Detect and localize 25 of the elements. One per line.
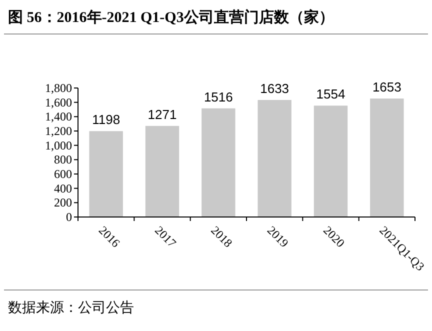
data-label: 1271 [148, 106, 177, 122]
bar [314, 106, 348, 217]
chart-title: 图 56：2016年-2021 Q1-Q3公司直营门店数（家） [8, 8, 334, 26]
data-label: 1633 [260, 80, 290, 96]
data-label: 1554 [316, 86, 346, 102]
bar [145, 126, 180, 217]
data-label: 1198 [92, 112, 120, 128]
y-tick-label: 800 [54, 152, 72, 167]
y-tick-label: 600 [54, 167, 72, 181]
y-tick-label: 1,000 [45, 138, 72, 152]
bar [89, 131, 123, 217]
y-tick-label: 1,200 [45, 124, 72, 138]
bar [202, 108, 236, 217]
y-tick-label: 0 [66, 210, 72, 224]
bar [370, 98, 404, 217]
y-tick-label: 200 [54, 196, 72, 210]
x-tick-label: 2017 [152, 223, 179, 250]
data-label: 1516 [204, 89, 233, 104]
y-tick-label: 1,800 [45, 81, 72, 95]
bar [258, 100, 292, 217]
data-label: 1653 [372, 80, 402, 95]
y-tick-label: 1,400 [45, 110, 72, 124]
y-tick-label: 1,600 [45, 95, 72, 110]
source-note: 数据来源：公司公告 [8, 300, 134, 316]
y-tick-label: 400 [54, 181, 72, 196]
